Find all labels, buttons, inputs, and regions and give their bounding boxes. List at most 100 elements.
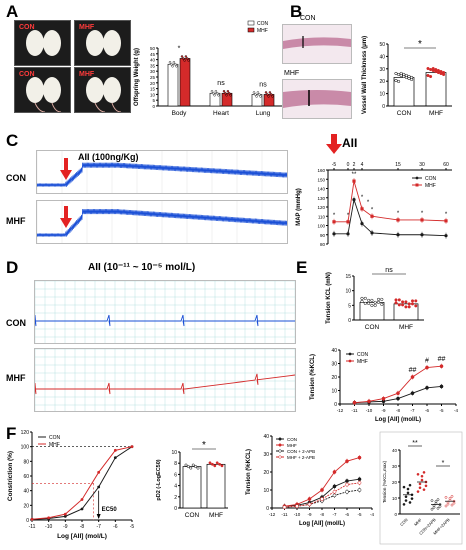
x-tick-label: -11: [29, 524, 36, 530]
y-axis-label: MAP (mmHg): [296, 188, 302, 226]
data-point: [373, 303, 377, 307]
data-point: [438, 504, 442, 508]
data-point: [80, 498, 84, 501]
significance-label: *: [442, 460, 445, 467]
legend-label: CON: [425, 176, 437, 182]
data-point: [397, 79, 401, 84]
data-point: [396, 396, 400, 401]
data-point: [394, 78, 398, 83]
x-tick-label: -6: [113, 524, 118, 530]
data-point: [267, 95, 270, 98]
data-point: [434, 67, 438, 72]
data-point: [450, 495, 454, 498]
x-category-label: Body: [172, 110, 188, 117]
x-tick-label: -4: [454, 408, 458, 413]
top-tick-label: 2: [353, 162, 356, 168]
data-point: [407, 74, 411, 79]
rat-image: [86, 30, 121, 56]
row-label-con: CON: [6, 318, 26, 328]
data-point: [332, 232, 336, 236]
significance-label: *: [178, 45, 181, 52]
data-point: [168, 61, 172, 64]
x-tick-label: -9: [63, 524, 68, 530]
y-tick-label: 20: [23, 503, 29, 509]
y-tick-label: 2: [174, 495, 177, 501]
bar-con: [209, 92, 221, 107]
ec50-label: EC50: [102, 507, 118, 513]
y-tick-label: 6: [174, 472, 177, 478]
significance-label: ##: [409, 367, 417, 374]
data-point: [408, 483, 412, 487]
y-tick-label: 30: [331, 362, 337, 368]
top-tick-label: 15: [395, 162, 401, 168]
bar-con: [359, 302, 385, 321]
data-point: [222, 90, 226, 93]
vessel-thickness-chart: 0 10 20 30 40 50 Vessel Wall Thickness (μm) CON…: [362, 36, 452, 117]
row-label-mhf: MHF: [6, 216, 26, 226]
panel-label-c: C: [6, 131, 19, 150]
rat-image: [26, 77, 62, 112]
data-point: [410, 75, 414, 80]
data-point: [186, 465, 190, 469]
data-point: [416, 490, 420, 493]
y-tick-label: 30: [150, 69, 156, 74]
data-point: [444, 219, 448, 223]
data-point: [172, 61, 176, 64]
histology-label-mhf: MHF: [284, 70, 300, 77]
legend-label: CON: [49, 435, 61, 441]
y-tick-label: 8: [174, 461, 177, 467]
x-tick-label: -10: [45, 524, 52, 530]
data-point: [410, 299, 415, 303]
data-point: [404, 495, 408, 499]
data-point: [210, 462, 214, 466]
significance-label: *: [371, 207, 374, 213]
y-tick-label: 10: [263, 488, 269, 494]
data-point: [208, 461, 212, 465]
data-point: [171, 65, 174, 68]
y-tick-label: 40: [331, 348, 337, 354]
data-point: [226, 90, 230, 93]
data-point: [425, 385, 429, 390]
pd2-bar-chart: 0 2 4 6 8 10 pD2 (-LogEC50) CON MHF *: [156, 440, 228, 519]
data-point: [396, 218, 400, 222]
data-point: [397, 303, 401, 307]
x-tick-label: -7: [410, 408, 414, 413]
row-label-mhf: MHF: [6, 373, 26, 383]
data-point: [357, 480, 362, 485]
data-point: [346, 232, 350, 236]
aii-dose-label: AII (100ng/Kg): [78, 152, 139, 162]
bar-mhf: [221, 92, 233, 107]
data-point: [432, 505, 436, 509]
y-axis-label: Offspring Weight (g): [134, 48, 140, 106]
y-axis-label: pD2 (-LogEC50): [156, 459, 162, 500]
data-point: [416, 472, 420, 476]
legend-marker: [278, 455, 282, 459]
data-point: [332, 489, 337, 494]
data-point: [399, 71, 403, 76]
data-point: [214, 90, 218, 93]
data-point: [430, 499, 434, 502]
x-category-label: MHF: [399, 324, 413, 331]
y-axis-label: Tension (%KCL): [310, 354, 316, 400]
data-point: [431, 66, 435, 71]
data-point: [210, 90, 214, 93]
legend-label: MHF: [357, 359, 368, 365]
y-axis-label: Tension (%KCL): [246, 449, 252, 495]
rat-photo-con-2: CON: [14, 67, 71, 113]
y-tick-label: 20: [379, 79, 385, 85]
data-point: [175, 65, 178, 68]
data-point: [376, 297, 381, 301]
data-point: [30, 517, 34, 521]
x-tick-label: -7: [332, 512, 336, 517]
y-tick-label: 0: [174, 506, 177, 512]
data-point: [394, 301, 398, 305]
y-tick-label: 10: [379, 92, 385, 98]
top-tick-label: 60: [443, 162, 449, 168]
data-point: [196, 466, 200, 470]
x-tick-label: -7: [96, 524, 101, 530]
y-tick-label: 15: [345, 274, 351, 280]
data-point: [426, 73, 430, 78]
y-axis-label: Tension KCL (mN): [326, 272, 332, 324]
top-tick-label: 4: [361, 162, 364, 168]
